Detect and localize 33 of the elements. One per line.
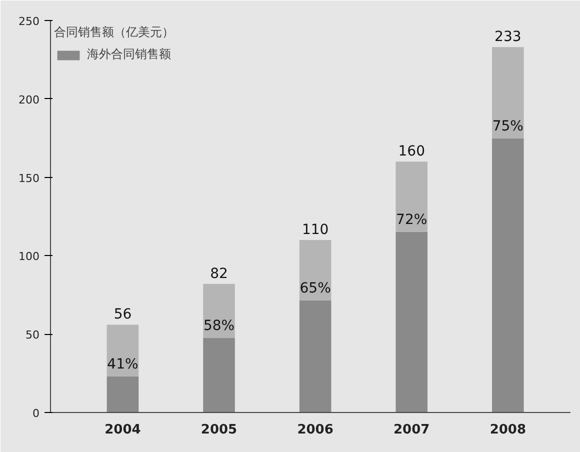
x-tick-label: 2006 bbox=[297, 422, 334, 438]
legend-label: 海外合同销售额 bbox=[87, 46, 171, 63]
bar bbox=[106, 376, 139, 412]
x-tick-label: 2007 bbox=[394, 422, 430, 438]
total-label: 56 bbox=[114, 306, 132, 323]
total-label: 82 bbox=[210, 266, 228, 282]
annotation: 65% bbox=[300, 280, 331, 296]
bar bbox=[106, 324, 139, 376]
bar bbox=[396, 232, 428, 412]
total-label: 160 bbox=[398, 144, 425, 160]
total-label: 110 bbox=[302, 222, 329, 238]
legend-title: 合同销售额（亿美元） bbox=[54, 24, 174, 41]
bar bbox=[492, 138, 524, 412]
y-tick-label: 250 bbox=[18, 15, 40, 28]
bar bbox=[203, 284, 235, 338]
annotation: 41% bbox=[107, 356, 138, 372]
bar bbox=[492, 47, 524, 138]
annotation: 72% bbox=[396, 212, 428, 228]
x-tick-label: 2004 bbox=[104, 422, 141, 438]
bar bbox=[299, 240, 332, 300]
total-label: 233 bbox=[494, 29, 522, 46]
y-tick-label: 200 bbox=[18, 93, 40, 106]
y-tick-label: 150 bbox=[18, 172, 40, 185]
y-tick-label: 100 bbox=[18, 250, 40, 264]
annotation: 75% bbox=[492, 118, 524, 134]
y-tick-label: 0 bbox=[32, 407, 40, 420]
x-tick-label: 2008 bbox=[490, 422, 526, 438]
annotation: 58% bbox=[203, 318, 235, 334]
bar bbox=[299, 300, 332, 412]
bar bbox=[203, 338, 235, 412]
bar bbox=[396, 162, 428, 232]
y-tick-label: 50 bbox=[26, 328, 40, 342]
x-tick-label: 2005 bbox=[200, 422, 238, 438]
